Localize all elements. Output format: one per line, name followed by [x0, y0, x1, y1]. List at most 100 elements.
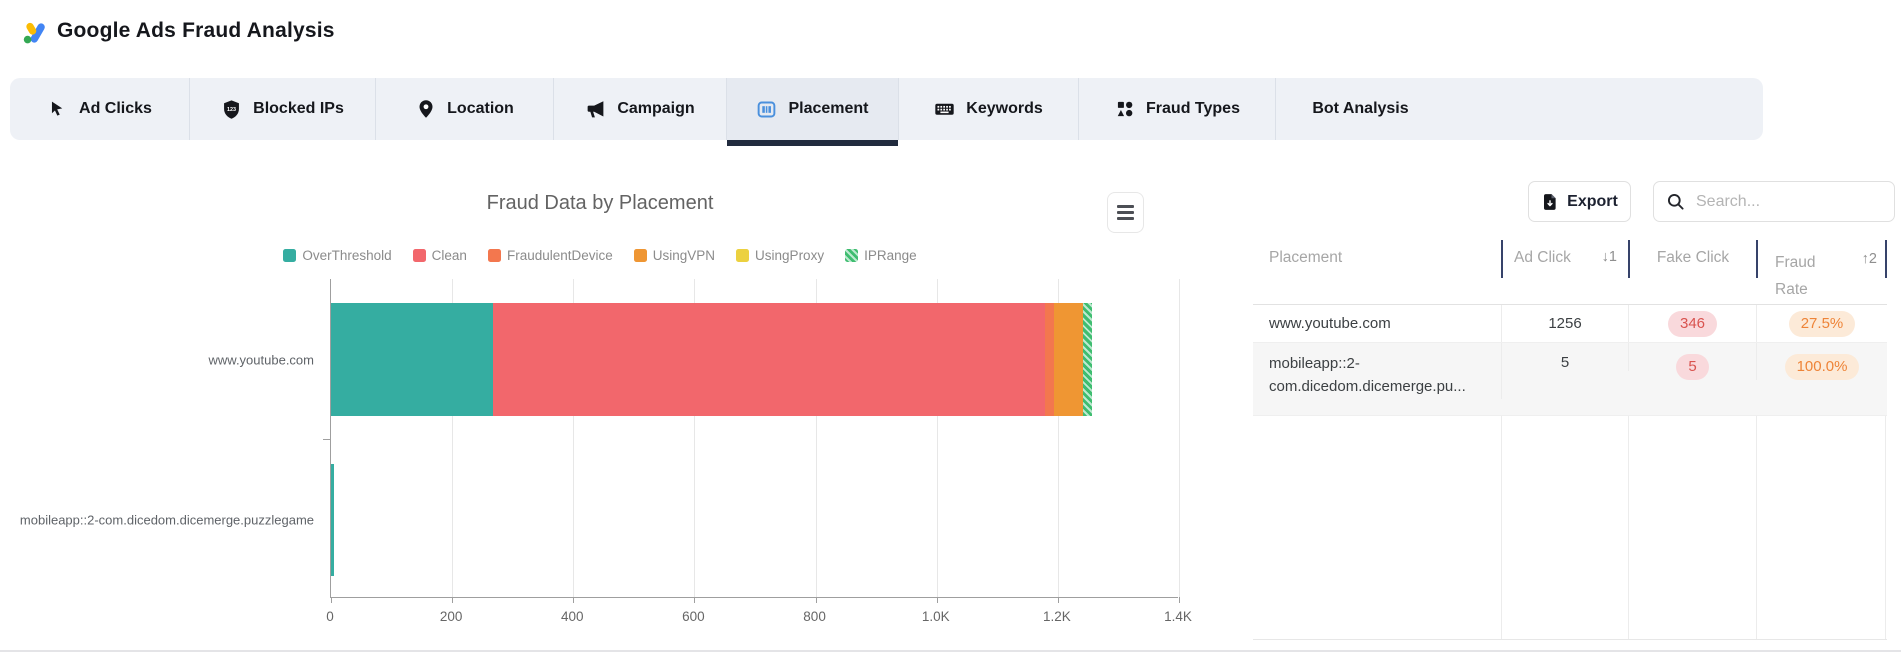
column-resize-handle[interactable] — [1756, 240, 1758, 278]
column-resize-handle[interactable] — [1501, 240, 1503, 278]
search-box — [1653, 181, 1895, 222]
tab-label: Fraud Types — [1146, 100, 1240, 117]
tab-label: Campaign — [617, 100, 695, 117]
legend-item-iprange[interactable]: IPRange — [845, 248, 917, 263]
table-row[interactable]: www.youtube.com 1256 346 27.5% — [1253, 305, 1887, 343]
gridline — [936, 279, 938, 597]
cell-fraud-rate: 27.5% — [1757, 305, 1887, 342]
column-resize-handle[interactable] — [1628, 240, 1630, 278]
gridline — [573, 279, 575, 597]
x-axis-tick — [1179, 597, 1180, 603]
legend-item-fraudulentdevice[interactable]: FraudulentDevice — [487, 248, 613, 263]
cell-ad-click: 5 — [1502, 343, 1629, 371]
export-label: Export — [1567, 192, 1618, 210]
gridline — [815, 279, 817, 597]
cell-fake-click: 5 — [1629, 343, 1757, 380]
tab-placement[interactable]: Placement — [727, 78, 899, 146]
bar-segment-clean[interactable] — [493, 303, 1045, 416]
export-button[interactable]: Export — [1528, 181, 1631, 222]
x-axis-tick — [452, 597, 454, 603]
x-tick-label: 800 — [803, 609, 826, 624]
gridline — [1179, 279, 1180, 597]
tab-location[interactable]: Location — [376, 78, 554, 140]
x-axis-tick — [936, 597, 938, 603]
fraud-rate-badge: 27.5% — [1788, 310, 1856, 337]
x-tick-label: 1.4K — [1164, 609, 1192, 624]
tab-label: Keywords — [966, 100, 1043, 117]
category-label: mobileapp::2-com.dicedom.dicemerge.puzzl… — [19, 512, 314, 528]
gridline — [1057, 279, 1059, 597]
x-axis-labels: 0 200 400 600 800 1.0K 1.2K 1.4K — [326, 609, 1192, 629]
legend-swatch — [283, 249, 297, 262]
legend-swatch — [412, 249, 426, 262]
y-axis-labels: www.youtube.com mobileapp::2-com.dicedom.… — [0, 279, 322, 598]
bar-segment-usingvpn[interactable] — [1053, 303, 1083, 416]
cursor-icon — [47, 99, 68, 120]
x-tick-label: 400 — [561, 609, 584, 624]
chart-plot-area — [323, 279, 1180, 603]
bar-segment-overthreshold[interactable] — [331, 464, 335, 576]
column-divider — [1756, 416, 1757, 639]
tab-label: Ad Clicks — [79, 100, 152, 117]
bar-segment-fraudulentdevice[interactable] — [1044, 303, 1054, 416]
gridline — [452, 279, 454, 597]
tab-label: Placement — [788, 100, 869, 117]
x-axis-tick — [573, 597, 575, 603]
column-header-fraud-rate[interactable]: Fraud Rate ↑2 — [1757, 234, 1887, 304]
megaphone-icon — [585, 99, 606, 120]
tab-label: Location — [447, 100, 514, 117]
tab-campaign[interactable]: Campaign — [554, 78, 727, 140]
search-input[interactable] — [1694, 191, 1882, 212]
page-title: Google Ads Fraud Analysis — [57, 19, 335, 42]
shapes-icon — [1114, 99, 1135, 120]
column-header-placement[interactable]: Placement — [1269, 249, 1343, 266]
google-ads-logo-icon — [23, 22, 45, 44]
placement-table: Placement Ad Click ↓1 Fake Click Fraud Ra… — [1253, 234, 1887, 640]
tab-fraud-types[interactable]: Fraud Types — [1079, 78, 1276, 140]
legend-label: OverThreshold — [302, 248, 392, 263]
tab-bot-analysis[interactable]: Bot Analysis — [1276, 78, 1445, 140]
tab-label: Bot Analysis — [1312, 100, 1409, 117]
chart-menu-button[interactable] — [1107, 192, 1144, 233]
legend-swatch — [633, 249, 647, 262]
tab-ad-clicks[interactable]: Ad Clicks — [10, 78, 190, 140]
bottom-divider — [0, 650, 1901, 652]
column-divider — [1885, 416, 1886, 639]
legend-item-usingvpn[interactable]: UsingVPN — [633, 248, 715, 263]
legend-label: FraudulentDevice — [506, 248, 613, 263]
column-resize-handle[interactable] — [1885, 240, 1887, 278]
shield-123-icon: 123 — [221, 99, 242, 120]
column-divider — [1501, 416, 1502, 639]
x-tick-label: 0 — [326, 609, 334, 624]
sort-indicator-ad-click[interactable]: ↓1 — [1601, 249, 1617, 265]
fake-click-badge: 346 — [1667, 310, 1718, 337]
x-axis-tick — [815, 597, 817, 603]
x-tick-label: 200 — [439, 609, 463, 624]
legend-item-clean[interactable]: Clean — [412, 248, 467, 263]
search-icon — [1666, 192, 1685, 211]
chart-legend: OverThreshold Clean FraudulentDevice UsingV… — [250, 248, 950, 263]
cell-fake-click: 346 — [1629, 305, 1757, 342]
table-empty-area — [1253, 416, 1887, 640]
x-axis-tick — [694, 597, 696, 603]
legend-label: Clean — [431, 248, 467, 263]
chart-title: Fraud Data by Placement — [486, 192, 714, 214]
tab-keywords[interactable]: Keywords — [899, 78, 1079, 140]
column-header-fake-click[interactable]: Fake Click — [1656, 249, 1730, 266]
legend-swatch — [736, 249, 750, 262]
tab-blocked-ips[interactable]: 123 Blocked IPs — [190, 78, 376, 140]
svg-text:123: 123 — [227, 106, 236, 112]
placement-icon — [756, 99, 777, 120]
legend-item-usingproxy[interactable]: UsingProxy — [736, 248, 824, 263]
keyboard-icon — [934, 99, 955, 120]
table-row[interactable]: mobileapp::2-com.dicedom.dicemerge.pu...… — [1253, 343, 1887, 416]
legend-swatch — [487, 249, 501, 262]
bar-segment-iprange[interactable] — [1082, 303, 1092, 416]
legend-label: IPRange — [864, 248, 917, 263]
bar-segment-overthreshold[interactable] — [331, 303, 494, 416]
x-tick-label: 600 — [682, 609, 705, 624]
column-header-ad-click[interactable]: Ad Click ↓1 — [1502, 234, 1629, 304]
legend-item-overthreshold[interactable]: OverThreshold — [283, 248, 392, 263]
gridline — [694, 279, 696, 597]
sort-indicator-fraud-rate[interactable]: ↑2 — [1861, 251, 1877, 267]
